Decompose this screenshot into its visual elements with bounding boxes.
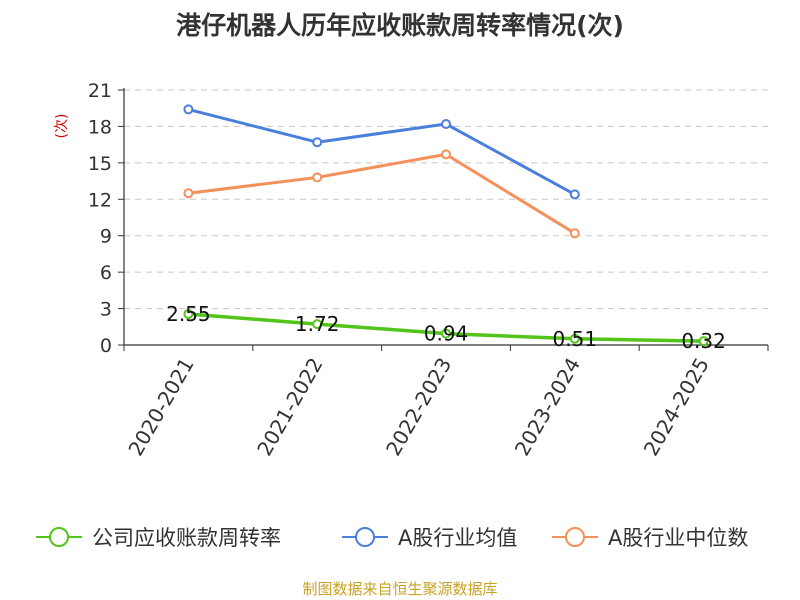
legend-swatch-marker bbox=[565, 527, 585, 547]
series-line bbox=[188, 107, 576, 196]
axes: 0 3 6 9 12 15 18 21 (次) 2020-2021 2021-2022 2022-20… bbox=[54, 80, 769, 460]
data-point bbox=[569, 189, 580, 200]
x-tick-label: 2023-2024 bbox=[510, 354, 585, 460]
legend: 公司应收账款周转率 A股行业均值 A股行业中位数 bbox=[36, 526, 748, 550]
y-tick-label: 9 bbox=[100, 226, 112, 248]
data-point bbox=[441, 119, 451, 129]
y-tick-label: 21 bbox=[88, 80, 112, 102]
data-label: 1.72 bbox=[295, 312, 340, 336]
x-tick-label: 2024-2025 bbox=[639, 354, 714, 460]
data-source-note: 制图数据来自恒生聚源数据库 bbox=[302, 580, 498, 598]
data-label: 2.55 bbox=[166, 302, 211, 326]
y-tick-label: 3 bbox=[100, 299, 112, 321]
data-point bbox=[441, 149, 451, 160]
data-point bbox=[312, 172, 323, 183]
chart-title: 港仔机器人历年应收账款周转率情况(次) bbox=[176, 11, 624, 40]
legend-label: A股行业均值 bbox=[398, 526, 517, 550]
x-tick-label: 2020-2021 bbox=[123, 354, 198, 460]
data-label: 0.51 bbox=[553, 327, 598, 351]
legend-label: A股行业中位数 bbox=[608, 526, 748, 550]
data-point bbox=[698, 336, 709, 347]
y-tick-label: 18 bbox=[88, 116, 112, 138]
x-tick-label: 2022-2023 bbox=[381, 354, 456, 460]
data-point bbox=[183, 188, 194, 199]
y-tick-label: 15 bbox=[88, 153, 112, 175]
x-tick-label: 2021-2022 bbox=[252, 354, 327, 460]
series-line bbox=[188, 152, 576, 235]
legend-swatch-marker bbox=[355, 527, 375, 547]
y-tick-label: 0 bbox=[100, 335, 112, 357]
y-tick-label: 12 bbox=[88, 189, 112, 211]
data-point bbox=[569, 228, 580, 239]
data-point bbox=[569, 333, 580, 344]
y-tick-label: 6 bbox=[100, 262, 112, 284]
y-axis-label: (次) bbox=[54, 114, 70, 139]
legend-label: 公司应收账款周转率 bbox=[92, 526, 281, 550]
data-labels: 2.55 1.72 0.94 0.51 0.32 bbox=[166, 302, 726, 353]
data-point bbox=[183, 309, 194, 320]
legend-swatch-marker bbox=[49, 527, 69, 547]
data-point bbox=[312, 137, 323, 148]
data-label: 0.94 bbox=[424, 322, 469, 346]
data-point bbox=[183, 104, 194, 115]
data-point bbox=[441, 328, 451, 339]
data-label: 0.32 bbox=[681, 329, 726, 353]
series-lines bbox=[183, 104, 709, 347]
data-point bbox=[312, 319, 323, 330]
